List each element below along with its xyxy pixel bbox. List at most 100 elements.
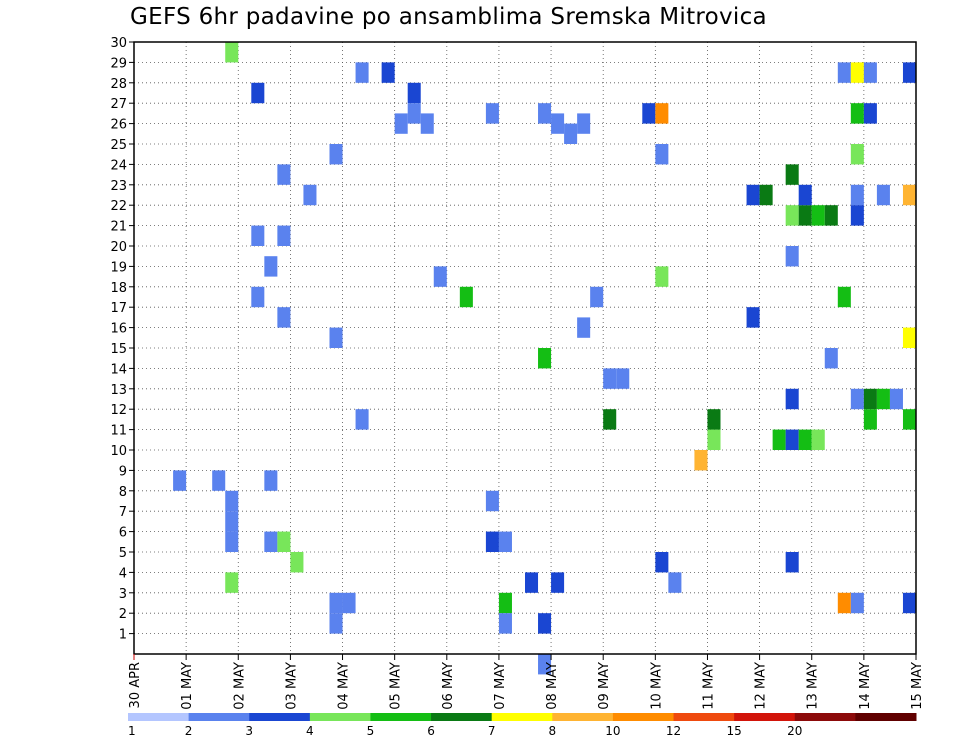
heatmap-cell bbox=[785, 429, 799, 450]
y-axis-ticks: 1234567891011121314151617181920212223242… bbox=[110, 36, 134, 643]
legend-swatch bbox=[309, 713, 371, 721]
y-tick-label: 17 bbox=[110, 301, 127, 316]
heatmap-cell bbox=[863, 388, 877, 410]
heatmap-cell bbox=[264, 256, 278, 277]
y-tick-label: 14 bbox=[110, 362, 127, 377]
y-tick-label: 5 bbox=[119, 546, 127, 561]
legend-swatch bbox=[552, 713, 614, 721]
heatmap-cell bbox=[277, 225, 291, 246]
heatmap-cell bbox=[498, 592, 512, 614]
legend-label: 3 bbox=[245, 724, 253, 738]
y-tick-label: 8 bbox=[119, 485, 127, 500]
x-tick-label: 15 MAY bbox=[910, 662, 925, 710]
heatmap-cell bbox=[277, 307, 291, 328]
heatmap-cell bbox=[902, 327, 916, 348]
heatmap-cell bbox=[329, 592, 343, 614]
heatmap-cell bbox=[551, 113, 565, 134]
heatmap-cell bbox=[798, 429, 812, 450]
heatmap-cell bbox=[902, 592, 916, 614]
heatmap-cell bbox=[811, 429, 825, 450]
x-tick-label: 05 MAY bbox=[389, 662, 404, 710]
heatmap-cell bbox=[616, 368, 630, 389]
legend-swatch bbox=[612, 713, 675, 721]
heatmap-cell bbox=[863, 103, 877, 124]
heatmap-cell bbox=[251, 82, 265, 104]
x-axis-ticks: 30 APR 01 MAY 02 MAY 03 MAY 04 MAY 05 MAY 06 M… bbox=[128, 654, 925, 710]
heatmap-cell bbox=[655, 552, 669, 573]
heatmap-cell bbox=[329, 613, 343, 634]
heatmap-cell bbox=[564, 123, 578, 144]
x-tick-label: 12 MAY bbox=[754, 662, 769, 710]
heatmap-cell bbox=[525, 572, 539, 593]
heatmap-cell bbox=[590, 286, 604, 308]
heatmap-cell bbox=[850, 205, 864, 226]
heatmap-cell bbox=[902, 62, 916, 83]
heatmap-cell bbox=[225, 42, 239, 63]
legend-label: 2 bbox=[185, 724, 193, 738]
heatmap-cell bbox=[225, 490, 239, 512]
heatmap-cell bbox=[837, 286, 851, 308]
heatmap-cell bbox=[277, 164, 291, 185]
y-tick-label: 22 bbox=[110, 199, 127, 214]
y-tick-label: 15 bbox=[110, 342, 127, 357]
heatmap-cell bbox=[785, 205, 799, 226]
heatmap-cell bbox=[577, 113, 591, 134]
y-tick-label: 11 bbox=[110, 424, 127, 439]
heatmap-cell bbox=[264, 531, 278, 552]
heatmap-cell bbox=[837, 62, 851, 83]
heatmap-cell bbox=[433, 266, 447, 287]
y-tick-label: 27 bbox=[110, 97, 127, 112]
y-tick-label: 24 bbox=[110, 158, 127, 173]
heatmap-cell bbox=[694, 450, 708, 471]
heatmap-cell bbox=[863, 62, 877, 83]
x-tick-label: 13 MAY bbox=[806, 662, 821, 710]
heatmap-cell bbox=[538, 654, 552, 675]
y-tick-label: 18 bbox=[110, 281, 127, 296]
y-tick-label: 30 bbox=[110, 36, 127, 51]
heatmap-cell bbox=[225, 511, 239, 532]
legend-label: 7 bbox=[488, 724, 496, 738]
heatmap-cell bbox=[277, 531, 291, 552]
legend-swatch bbox=[855, 713, 917, 721]
y-tick-label: 12 bbox=[110, 403, 127, 418]
heatmap-cell bbox=[225, 572, 239, 593]
y-tick-label: 9 bbox=[119, 464, 127, 479]
heatmap-cell bbox=[746, 307, 760, 328]
heatmap-cell bbox=[863, 409, 877, 430]
legend-swatch bbox=[188, 713, 250, 721]
y-tick-label: 4 bbox=[119, 566, 127, 581]
legend-label: 6 bbox=[427, 724, 435, 738]
y-tick-label: 20 bbox=[110, 240, 127, 255]
x-tick-label: 03 MAY bbox=[284, 662, 299, 710]
heatmap-cell bbox=[785, 164, 799, 185]
x-tick-label: 14 MAY bbox=[858, 662, 873, 710]
heatmap-cell bbox=[355, 409, 369, 430]
legend-label: 12 bbox=[666, 724, 681, 738]
legend-label: 10 bbox=[605, 724, 620, 738]
legend-label: 1 bbox=[128, 724, 136, 738]
heatmap-cell bbox=[655, 144, 669, 165]
y-tick-label: 6 bbox=[119, 526, 127, 541]
x-tick-label: 02 MAY bbox=[232, 662, 247, 710]
legend-label: 5 bbox=[367, 724, 375, 738]
heatmap-cell bbox=[759, 184, 773, 206]
x-tick-label: 09 MAY bbox=[597, 662, 612, 710]
y-tick-label: 3 bbox=[119, 587, 127, 602]
heatmap-cell bbox=[902, 409, 916, 430]
legend-swatch bbox=[249, 713, 311, 721]
color-legend: 1 2 3 4 5 6 7 8 10 12 15 20 bbox=[128, 713, 917, 738]
y-tick-label: 28 bbox=[110, 77, 127, 92]
heatmap-cell bbox=[655, 266, 669, 287]
heatmap-cell bbox=[498, 613, 512, 634]
heatmap-cell bbox=[785, 388, 799, 410]
heatmap-cell bbox=[850, 144, 864, 165]
heatmap-cell bbox=[668, 572, 682, 593]
heatmap-cell bbox=[485, 531, 499, 552]
heatmap-cell bbox=[798, 184, 812, 206]
legend-swatch bbox=[431, 713, 493, 721]
heatmap-cell bbox=[251, 225, 265, 246]
heatmap-cell bbox=[850, 388, 864, 410]
legend-label: 4 bbox=[306, 724, 314, 738]
heatmap-cell bbox=[538, 348, 552, 369]
data-cells bbox=[173, 42, 916, 675]
